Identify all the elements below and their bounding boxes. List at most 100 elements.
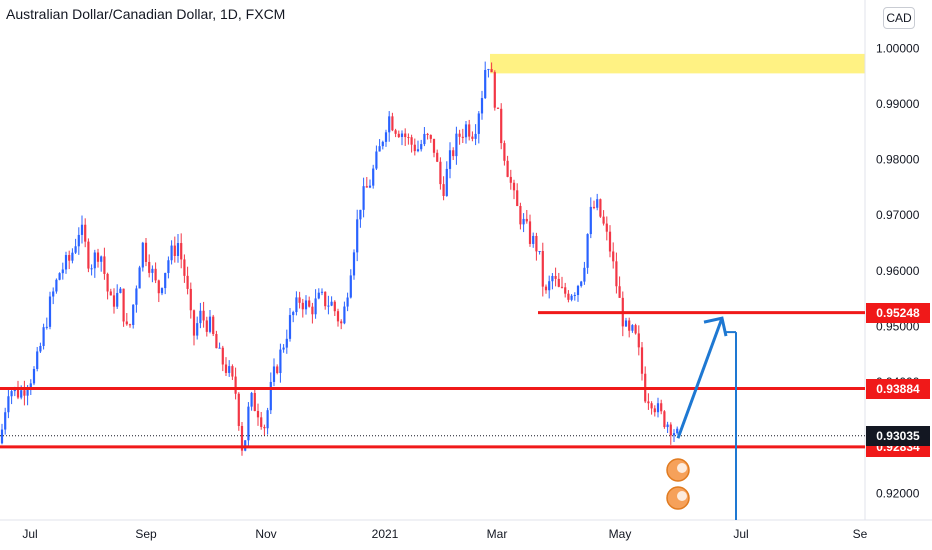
candle (23, 380, 26, 406)
candle (52, 287, 55, 305)
candle (128, 323, 132, 328)
x-tick-label: Sep (135, 527, 157, 541)
candle (64, 251, 68, 274)
candle (218, 342, 221, 349)
x-tick-label: Mar (487, 527, 508, 541)
candle (272, 358, 276, 387)
y-tick-label: 0.95000 (876, 319, 920, 333)
candle (586, 233, 589, 274)
candle (192, 309, 196, 346)
candle (650, 401, 653, 415)
candle (605, 216, 608, 241)
candle (624, 317, 628, 327)
candle (112, 288, 116, 314)
candle (484, 61, 487, 99)
candle (336, 308, 340, 327)
candle (292, 310, 295, 323)
candle (644, 366, 647, 404)
candle (356, 209, 359, 262)
candle (282, 344, 285, 353)
candle (413, 138, 416, 156)
candle (263, 424, 266, 436)
candle (327, 295, 330, 315)
candle (532, 232, 535, 248)
candle (612, 242, 615, 269)
candle (122, 288, 125, 327)
candle (295, 291, 298, 316)
candle (173, 236, 176, 263)
candle (205, 316, 208, 337)
candle (135, 285, 138, 313)
candle (340, 319, 343, 330)
projection-arrow[interactable] (676, 317, 724, 439)
candle (279, 343, 282, 383)
candle (256, 403, 260, 426)
candle (221, 345, 224, 372)
resistance-zone-group (490, 53, 865, 74)
candle (240, 421, 244, 456)
candle (359, 209, 362, 228)
candle (669, 422, 672, 445)
candle (186, 266, 189, 295)
candle (84, 218, 87, 248)
candle (397, 130, 400, 139)
candle (368, 179, 372, 189)
y-tick-label: 0.96000 (876, 264, 920, 278)
economic-event-icon[interactable] (666, 458, 690, 482)
candle (404, 128, 407, 146)
candle (346, 292, 349, 312)
candle (564, 282, 567, 298)
candle (672, 429, 676, 442)
candle (471, 131, 474, 142)
candle (250, 391, 253, 411)
candle (106, 272, 109, 300)
candle (16, 380, 20, 400)
candle (516, 183, 519, 207)
price-tag-label: 0.95248 (866, 302, 930, 323)
candle (103, 247, 106, 280)
candle (148, 254, 151, 278)
candle (237, 392, 240, 431)
candle (493, 70, 496, 111)
candle (631, 324, 634, 333)
candle (458, 129, 461, 145)
candle (260, 411, 263, 430)
candle (372, 164, 375, 189)
candle (343, 301, 346, 325)
candle (141, 241, 144, 272)
economic-event-icon[interactable] (666, 486, 690, 510)
candle (599, 198, 602, 218)
candle (628, 317, 631, 338)
candle (477, 111, 480, 144)
y-tick-label: 0.98000 (876, 153, 920, 167)
candle (224, 357, 228, 377)
candle (388, 111, 391, 142)
candle (4, 407, 7, 435)
candle (55, 278, 58, 294)
candle (519, 202, 522, 230)
candle (266, 407, 269, 435)
candle (407, 133, 410, 145)
candle (544, 284, 548, 294)
candle (676, 426, 679, 435)
candle (602, 210, 605, 226)
candle (391, 112, 394, 132)
candle (215, 330, 218, 349)
candle (269, 372, 272, 415)
candle (352, 249, 356, 280)
currency-badge[interactable]: CAD (883, 7, 915, 29)
candle (663, 410, 666, 429)
candle (522, 213, 525, 233)
candle (400, 130, 404, 146)
candle (596, 193, 599, 211)
candle (512, 179, 516, 200)
x-tick-label: May (609, 527, 632, 541)
candle (330, 296, 333, 307)
candle (660, 399, 663, 415)
candle (455, 126, 458, 165)
candle (528, 214, 532, 247)
candle (436, 149, 439, 163)
candle (525, 209, 528, 224)
price-tag-label: 0.93035 (866, 425, 930, 446)
